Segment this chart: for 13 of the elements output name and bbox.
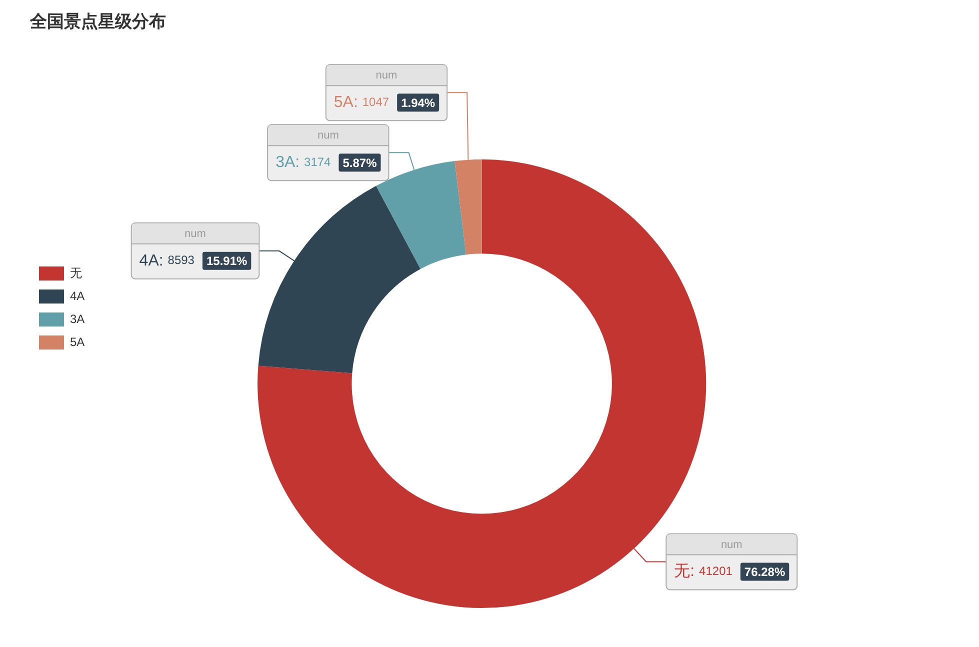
data-label: 4A: 8593 15.91% bbox=[139, 252, 248, 270]
slice-label: num bbox=[317, 130, 339, 142]
data-label: 无: 41201 76.28% bbox=[674, 563, 786, 580]
data-label: 3A: 3174 5.87% bbox=[276, 154, 378, 172]
legend-label: 4A bbox=[70, 288, 85, 303]
legend-label: 5A bbox=[70, 334, 85, 349]
legend-label: 3A bbox=[70, 312, 85, 326]
legend-label: 无 bbox=[70, 266, 82, 280]
text: num bbox=[376, 70, 398, 82]
text: num bbox=[720, 538, 742, 551]
chart-title: 全国景点星级分布 bbox=[29, 12, 166, 31]
text: num bbox=[184, 228, 206, 240]
data-label: 5A: 1047 1.94% bbox=[334, 94, 436, 112]
